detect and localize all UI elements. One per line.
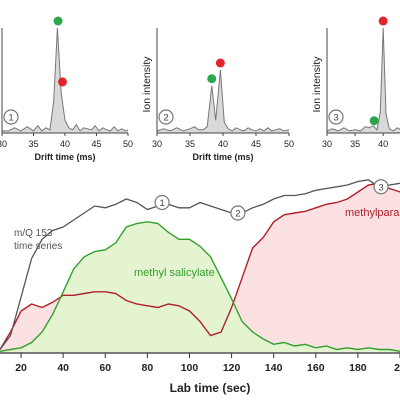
time-marker-label: 3: [378, 182, 383, 193]
inset-x-tick-label: 45: [91, 139, 101, 149]
main-x-tick-label: 60: [99, 362, 111, 374]
main-x-tick-label: 120: [223, 362, 241, 374]
inset-marker-circle: [3, 109, 19, 125]
inset-x-tick-label: 30: [152, 139, 162, 149]
ion-mobility-insets: 30 35 40 45 50 Drift time (ms) 1 30 35 40 45 50 Drif…: [0, 16, 400, 162]
time-marker-label: 2: [235, 209, 240, 220]
inset-x-tick-label: 35: [350, 139, 360, 149]
inset-x-tick-label: 40: [60, 139, 70, 149]
methyl-salicylate-area: [0, 221, 400, 353]
main-x-axis-label: Lab time (sec): [170, 381, 251, 395]
inset-x-tick-label: 30: [322, 139, 332, 149]
inset-peak-area: [327, 28, 400, 133]
inset-peak-area: [157, 70, 289, 133]
main-x-tick-label: 160: [307, 362, 325, 374]
inset-spectrum-line: [156, 69, 290, 132]
main-x-tick-label: 140: [265, 362, 283, 374]
inset-x-tick-label: 35: [28, 139, 38, 149]
inset-marker-label: 3: [333, 113, 338, 124]
inset-marker-circle: [158, 109, 174, 125]
inset-x-axis-label: Drift time (ms): [192, 152, 253, 162]
main-x-tick-label: 20: [394, 362, 400, 374]
inset-x-tick-label: 40: [218, 139, 228, 149]
inset-spectrum-line: [2, 27, 129, 132]
main-x-tick-label: 20: [15, 362, 27, 374]
red-species-dot: [57, 77, 67, 87]
main-x-tick-label: 80: [142, 362, 154, 374]
inset-y-axis-label: Ion intensity: [141, 56, 153, 113]
methyl-salicylate-label: methyl salicylate: [134, 267, 215, 279]
inset-x-tick-label: 45: [251, 139, 261, 149]
green-species-dot: [369, 116, 379, 126]
methyl-salicylate-line: [0, 221, 400, 352]
total-series-label-line2: time series: [14, 241, 62, 252]
inset-panel-1: 30 35 40 45 50 Drift time (ms) 1: [0, 16, 133, 162]
red-species-dot: [378, 16, 388, 26]
time-marker-circle: [230, 205, 246, 221]
inset-x-tick-label: 50: [284, 139, 294, 149]
total-series-label-line1: m/Q 153: [14, 228, 53, 239]
inset-panel-3: 30 35 40 Ion intensity 3: [311, 16, 400, 149]
time-marker-circle: [154, 194, 170, 211]
inset-marker-circle: [328, 109, 344, 125]
inset-y-axis-label: Ion intensity: [311, 56, 323, 113]
time-marker-label: 1: [159, 198, 164, 209]
green-species-dot: [207, 74, 217, 84]
inset-x-tick-label: 50: [123, 139, 133, 149]
inset-marker-label: 1: [8, 113, 13, 124]
main-x-tick-label: 40: [57, 362, 69, 374]
methylparaben-line: [0, 182, 400, 350]
time-series-chart: 20 40 60 80 100 120 140 160 180 20 Lab time (sec) m…: [0, 179, 400, 395]
inset-x-tick-label: 40: [378, 139, 388, 149]
inset-x-tick-label: 35: [185, 139, 195, 149]
main-x-tick-label: 100: [181, 362, 199, 374]
red-species-dot: [215, 58, 225, 68]
main-x-tick-label: 180: [349, 362, 367, 374]
inset-spectrum-line: [326, 27, 400, 132]
time-marker-circle: [373, 179, 389, 195]
inset-x-tick-label: 30: [0, 139, 7, 149]
inset-x-axis-label: Drift time (ms): [34, 152, 95, 162]
inset-marker-label: 2: [163, 113, 168, 124]
methylparaben-label: methylparaben: [345, 207, 400, 219]
inset-panel-2: 30 35 40 45 50 Drift time (ms) Ion intensity 2: [141, 28, 294, 162]
total-ion-line: [0, 179, 400, 350]
green-species-dot: [53, 16, 63, 26]
